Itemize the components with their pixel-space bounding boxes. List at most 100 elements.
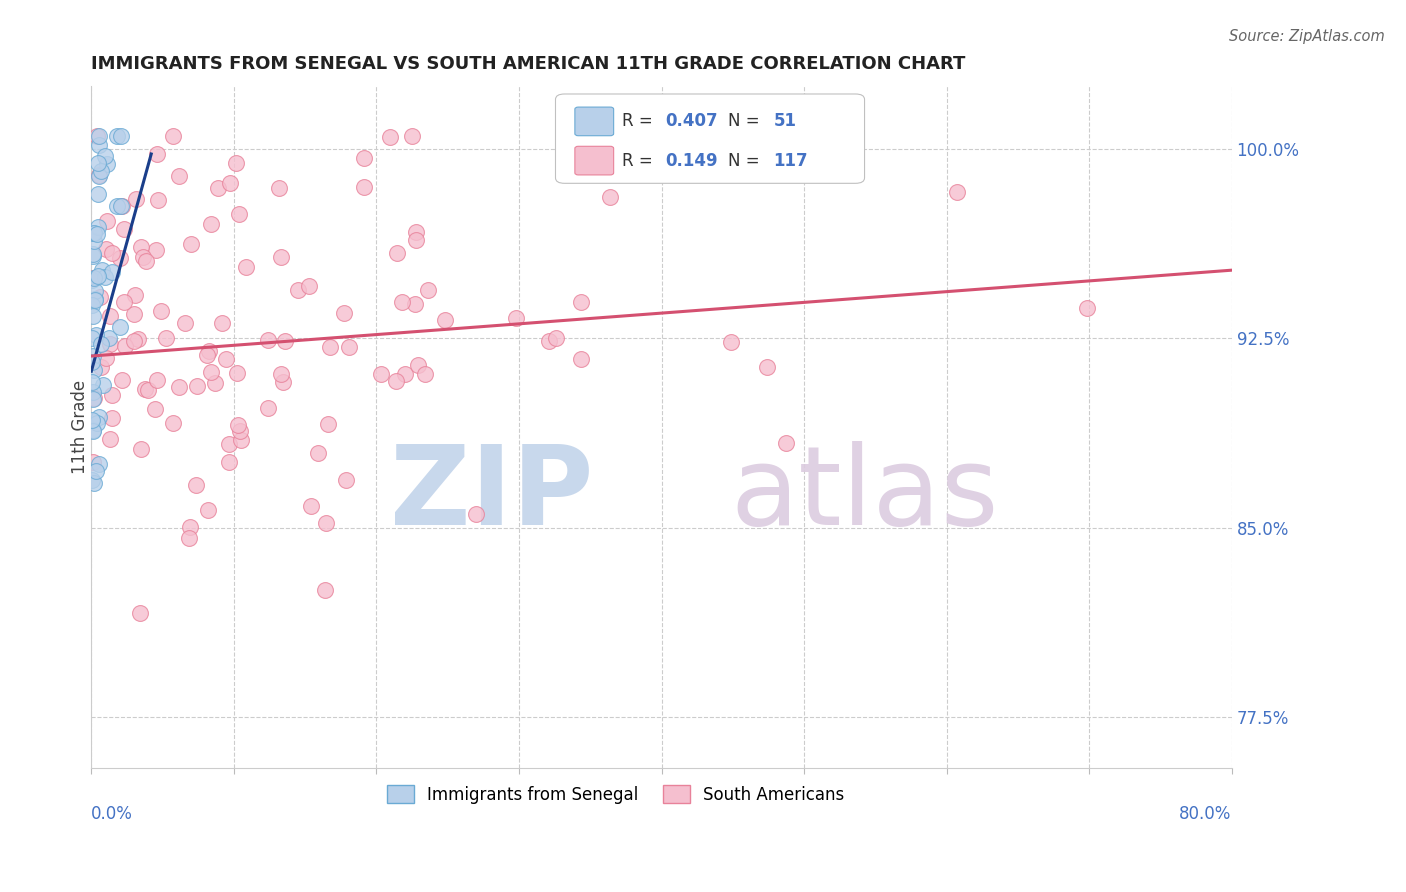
Point — [96, 157, 118, 171]
Point — [86, 219, 108, 234]
Point — [353, 180, 375, 194]
Point — [404, 296, 426, 310]
Text: ZIP: ZIP — [389, 442, 593, 549]
Point — [129, 240, 152, 254]
Point — [167, 380, 190, 394]
Point — [413, 368, 436, 382]
Point — [401, 129, 423, 144]
Point — [505, 310, 527, 325]
Point — [219, 176, 242, 190]
Point — [82, 247, 104, 261]
Point — [84, 328, 107, 343]
Point — [91, 378, 114, 392]
Point — [80, 473, 103, 487]
Text: Source: ZipAtlas.com: Source: ZipAtlas.com — [1229, 29, 1385, 44]
Point — [80, 355, 103, 369]
Point — [129, 442, 152, 456]
Point — [86, 416, 108, 430]
Point — [80, 298, 103, 312]
Point — [200, 365, 222, 379]
Text: 117: 117 — [773, 152, 808, 169]
Point — [87, 156, 110, 170]
Y-axis label: 11th Grade: 11th Grade — [72, 380, 89, 474]
Point — [299, 499, 322, 513]
Point — [162, 416, 184, 430]
Point — [385, 374, 408, 388]
Point — [257, 401, 280, 416]
Point — [314, 583, 336, 598]
Point — [83, 476, 105, 491]
Point — [391, 295, 413, 310]
Point — [87, 138, 110, 153]
Text: 51: 51 — [773, 112, 796, 130]
Point — [204, 376, 226, 391]
Point — [86, 227, 108, 241]
Text: N =: N = — [728, 112, 765, 130]
Point — [82, 413, 104, 427]
Point — [101, 246, 124, 260]
Point — [162, 129, 184, 144]
Point — [271, 375, 294, 389]
Point — [380, 129, 402, 144]
Point — [86, 187, 108, 202]
Point — [173, 317, 195, 331]
Point — [80, 375, 103, 389]
Point — [86, 268, 108, 283]
FancyBboxPatch shape — [575, 146, 613, 175]
Point — [198, 344, 221, 359]
Point — [226, 366, 249, 380]
Point — [114, 339, 136, 353]
Point — [599, 189, 621, 203]
Point — [96, 214, 118, 228]
Point — [1076, 301, 1098, 315]
Point — [89, 457, 111, 471]
Point — [84, 292, 107, 306]
Text: R =: R = — [621, 152, 658, 169]
Point — [149, 304, 172, 318]
Point — [145, 243, 167, 257]
Point — [83, 270, 105, 285]
Point — [111, 199, 134, 213]
Point — [155, 330, 177, 344]
Point — [433, 313, 456, 327]
Point — [82, 455, 104, 469]
Point — [89, 409, 111, 424]
Point — [146, 147, 169, 161]
Point — [112, 294, 135, 309]
Point — [229, 424, 252, 438]
Point — [110, 129, 132, 144]
Point — [274, 334, 297, 348]
Point — [94, 351, 117, 365]
Point — [83, 226, 105, 240]
Point — [86, 129, 108, 144]
Point — [270, 250, 292, 264]
Text: 80.0%: 80.0% — [1180, 805, 1232, 823]
Point — [82, 424, 104, 438]
Point — [211, 316, 233, 330]
Point — [945, 185, 967, 199]
Point — [775, 435, 797, 450]
Point — [319, 340, 342, 354]
Point — [270, 368, 292, 382]
Point — [127, 332, 149, 346]
Point — [394, 367, 416, 381]
Point — [132, 250, 155, 264]
Point — [82, 310, 104, 324]
Point — [84, 285, 107, 299]
Point — [82, 330, 104, 344]
Text: 0.149: 0.149 — [665, 152, 717, 169]
Point — [89, 129, 111, 144]
Point — [83, 293, 105, 307]
Point — [97, 331, 120, 345]
Point — [93, 270, 115, 285]
Point — [80, 273, 103, 287]
Point — [100, 411, 122, 425]
Text: N =: N = — [728, 152, 765, 169]
Point — [333, 306, 356, 320]
Point — [544, 331, 567, 345]
Point — [226, 418, 249, 433]
Point — [111, 374, 134, 388]
Point — [668, 129, 690, 144]
Point — [90, 336, 112, 351]
Point — [96, 242, 118, 256]
